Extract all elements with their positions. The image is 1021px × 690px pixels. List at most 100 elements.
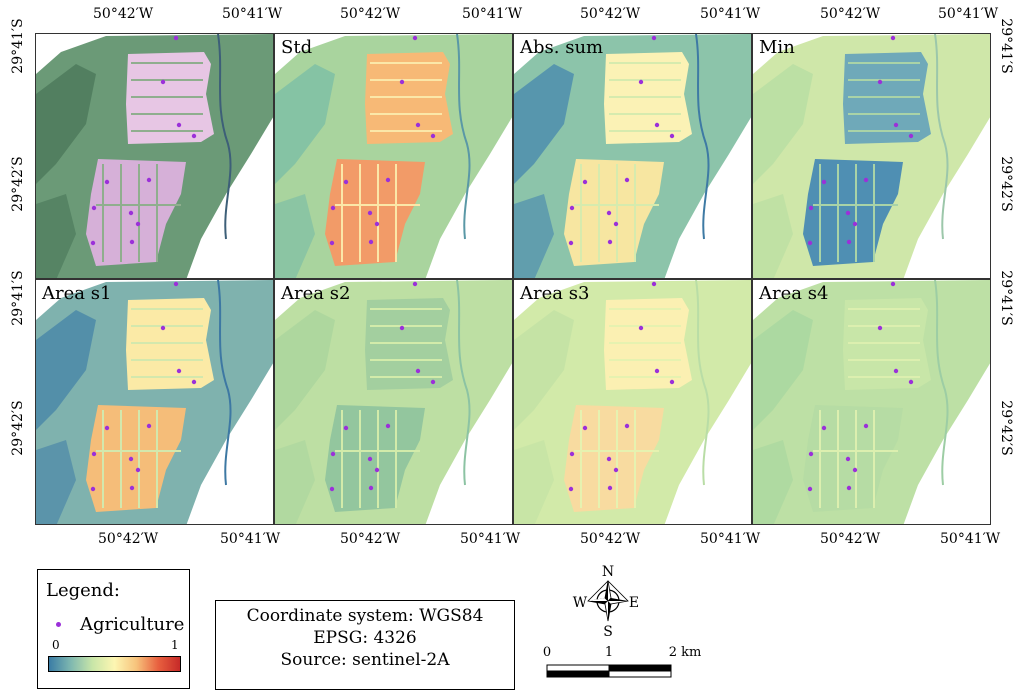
field-column — [359, 164, 361, 262]
field-row — [131, 342, 203, 344]
field-block-lower — [325, 159, 425, 266]
map-raster — [275, 280, 512, 524]
river-line — [695, 34, 710, 240]
field-row — [609, 308, 681, 310]
field-row — [848, 113, 920, 115]
agriculture-point — [654, 368, 660, 374]
agriculture-point — [890, 281, 896, 287]
river-line — [456, 280, 471, 486]
land-area-dark — [753, 310, 813, 430]
map-panel-rgb-composite — [35, 33, 274, 279]
field-column — [120, 164, 122, 262]
top-tick: 50°42′W — [820, 6, 881, 22]
field-column — [580, 164, 582, 262]
field-row — [813, 204, 898, 206]
field-row — [609, 96, 681, 98]
agriculture-point — [908, 379, 914, 385]
river-line — [695, 280, 710, 486]
agriculture-point — [808, 205, 814, 211]
field-row — [848, 342, 920, 344]
river-line — [934, 280, 949, 486]
agriculture-point — [91, 205, 97, 211]
map-panel-area-s4: Area s4 — [752, 279, 991, 525]
agriculture-point — [607, 239, 613, 245]
land-area-dark — [753, 64, 813, 184]
agriculture-point — [808, 451, 814, 457]
field-column — [616, 410, 618, 508]
field-row — [96, 450, 181, 452]
left-tick: 29°42′S — [10, 400, 26, 456]
agriculture-point — [863, 177, 869, 183]
agriculture-point — [330, 451, 336, 457]
field-column — [102, 164, 104, 262]
agriculture-point — [415, 122, 421, 128]
agriculture-point — [128, 456, 134, 462]
agriculture-point — [845, 210, 851, 216]
field-row — [848, 325, 920, 327]
map-panel-abs-sum: Abs. sum — [513, 33, 752, 279]
agriculture-point — [399, 325, 405, 331]
field-row — [609, 342, 681, 344]
field-row — [609, 359, 681, 361]
agriculture-point — [606, 210, 612, 216]
agriculture-point — [367, 210, 373, 216]
agriculture-point — [651, 35, 657, 41]
top-tick: 50°42′W — [340, 6, 401, 22]
top-tick: 50°42′W — [93, 6, 154, 22]
field-column — [395, 410, 397, 508]
field-block-lower — [803, 159, 903, 266]
map-raster — [753, 34, 990, 278]
epsg-text: EPSG: 4326 — [313, 628, 417, 648]
agriculture-point — [330, 205, 336, 211]
coordinate-system-text: Coordinate system: WGS84 — [246, 606, 484, 626]
left-tick: 29°41′S — [10, 270, 26, 326]
field-row — [848, 308, 920, 310]
panel-title: Abs. sum — [520, 37, 604, 58]
land-area-dark — [514, 310, 574, 430]
agriculture-point — [129, 239, 135, 245]
field-block-lower — [86, 405, 186, 512]
field-row — [848, 376, 920, 378]
agriculture-point — [191, 133, 197, 139]
field-column — [819, 164, 821, 262]
field-row — [848, 96, 920, 98]
agriculture-point — [863, 423, 869, 429]
field-column — [341, 164, 343, 262]
field-row — [131, 308, 203, 310]
field-column — [341, 410, 343, 508]
field-row — [574, 450, 659, 452]
left-tick: 29°41′S — [10, 18, 26, 74]
field-row — [370, 79, 442, 81]
field-row — [370, 130, 442, 132]
field-row — [131, 62, 203, 64]
scale-label-0: 0 — [543, 645, 551, 660]
scale-label-1: 1 — [605, 645, 613, 660]
agriculture-point — [385, 423, 391, 429]
agriculture-point — [430, 133, 436, 139]
field-row — [848, 62, 920, 64]
field-column — [138, 164, 140, 262]
agriculture-point — [367, 456, 373, 462]
agriculture-point — [569, 451, 575, 457]
agriculture-point — [329, 486, 335, 492]
river-line — [217, 34, 232, 240]
field-column — [837, 164, 839, 262]
agriculture-point — [412, 35, 418, 41]
agriculture-point — [104, 425, 110, 431]
scale-label-2: 2 km — [669, 645, 702, 660]
river-line — [934, 34, 949, 240]
field-column — [873, 410, 875, 508]
map-panel-min: Min — [752, 33, 991, 279]
land-area-dark — [36, 310, 96, 430]
field-row — [609, 79, 681, 81]
bottom-tick: 50°42′W — [98, 531, 159, 547]
source-text: Source: sentinel-2A — [280, 650, 450, 670]
agriculture-point — [129, 485, 135, 491]
agriculture-point — [368, 485, 374, 491]
field-column — [580, 410, 582, 508]
agriculture-point — [669, 133, 675, 139]
field-row — [609, 130, 681, 132]
compass-s: S — [603, 624, 613, 638]
agriculture-point — [893, 368, 899, 374]
field-row — [370, 359, 442, 361]
